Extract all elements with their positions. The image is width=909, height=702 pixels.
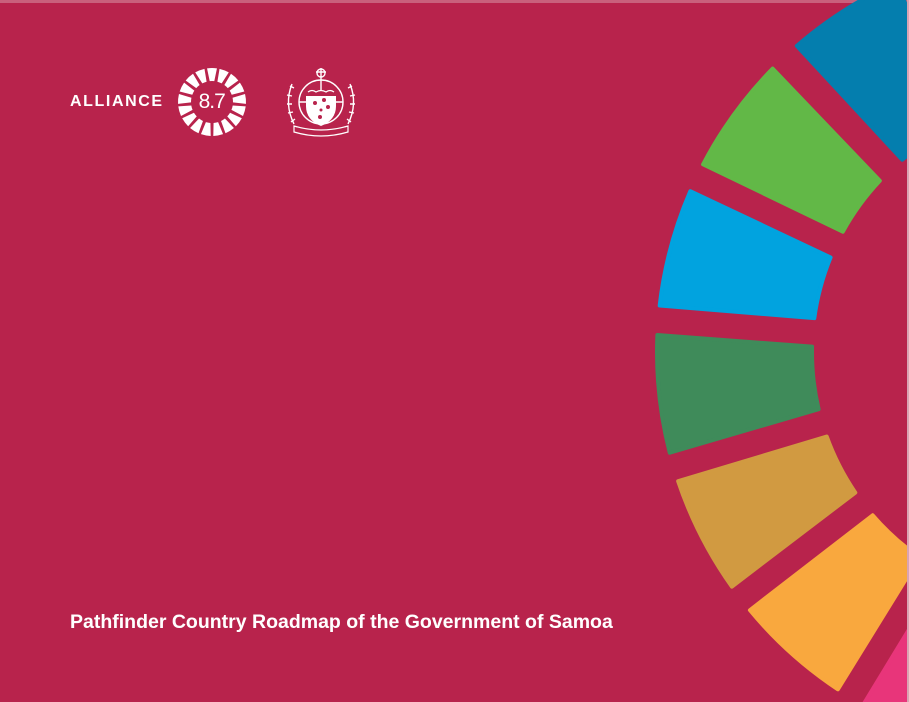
green-segment — [701, 66, 882, 234]
samoa-coat-of-arms-icon — [286, 68, 355, 137]
alliance-number: 8.7 — [198, 90, 226, 113]
sdg-ring-icon: 8.7 — [176, 66, 248, 138]
light-blue-segment — [657, 189, 833, 321]
top-border — [0, 0, 909, 3]
mustard-segment — [676, 434, 858, 589]
dark-green-segment — [655, 333, 821, 455]
pink-segment — [862, 625, 909, 702]
alliance-label: ALLIANCE — [70, 93, 164, 110]
page-title: Pathfinder Country Roadmap of the Govern… — [70, 611, 613, 633]
logo-row: ALLIANCE 8.7 — [70, 67, 360, 137]
blue-segment — [794, 0, 909, 162]
right-border — [907, 0, 909, 702]
